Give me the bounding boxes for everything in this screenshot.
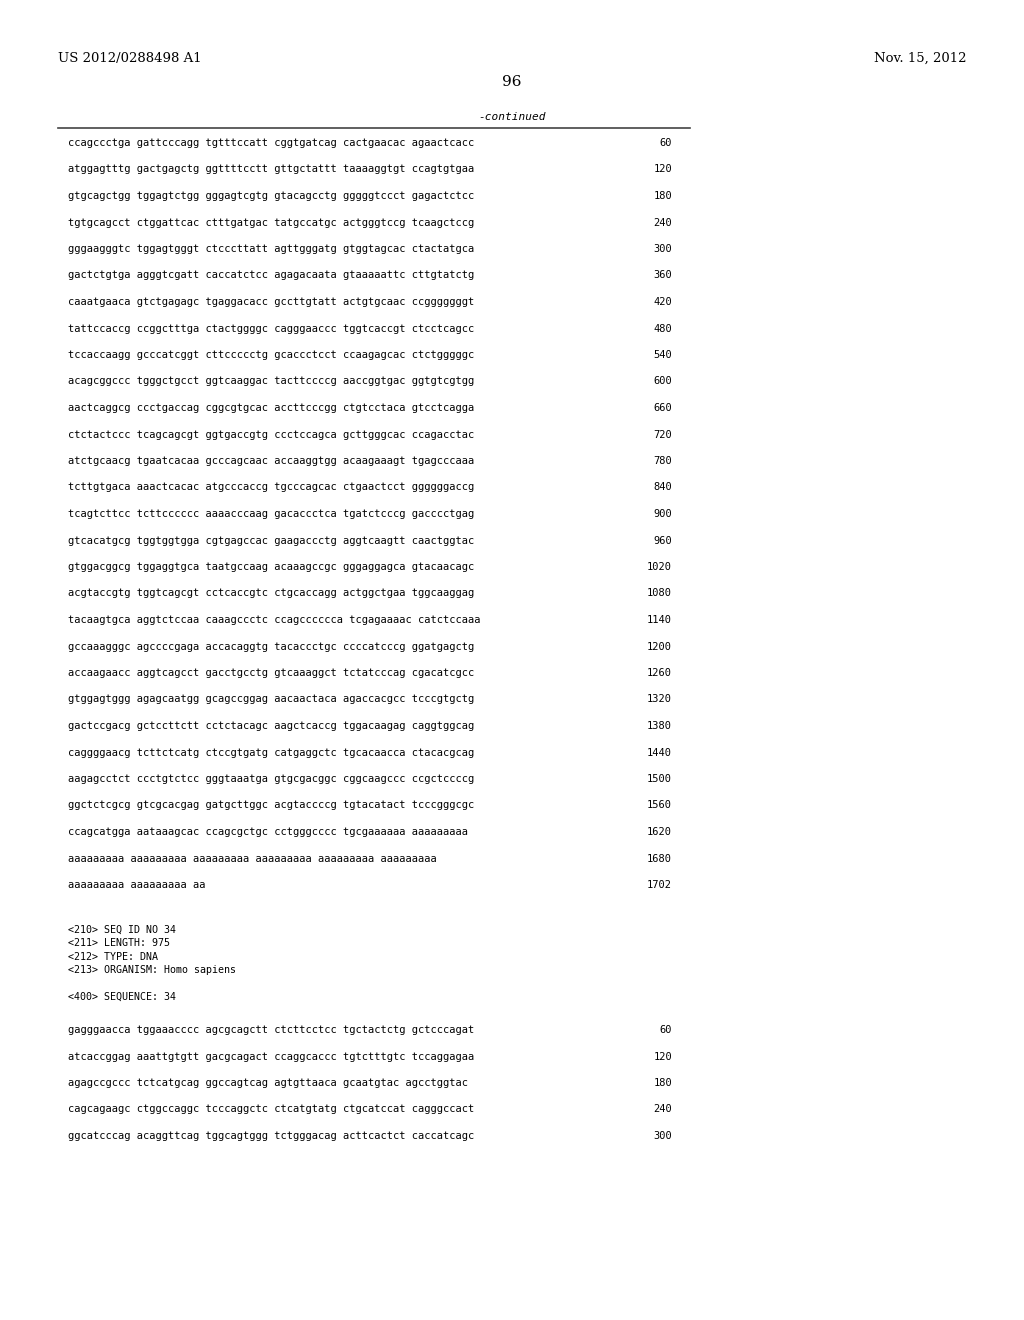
Text: acgtaccgtg tggtcagcgt cctcaccgtc ctgcaccagg actggctgaa tggcaaggag: acgtaccgtg tggtcagcgt cctcaccgtc ctgcacc…: [68, 589, 474, 598]
Text: 1020: 1020: [647, 562, 672, 572]
Text: 540: 540: [653, 350, 672, 360]
Text: ggcatcccag acaggttcag tggcagtggg tctgggacag acttcactct caccatcagc: ggcatcccag acaggttcag tggcagtggg tctggga…: [68, 1131, 474, 1140]
Text: <211> LENGTH: 975: <211> LENGTH: 975: [68, 939, 170, 948]
Text: 1080: 1080: [647, 589, 672, 598]
Text: aactcaggcg ccctgaccag cggcgtgcac accttcccgg ctgtcctaca gtcctcagga: aactcaggcg ccctgaccag cggcgtgcac accttcc…: [68, 403, 474, 413]
Text: tacaagtgca aggtctccaa caaagccctc ccagcccccca tcgagaaaac catctccaaa: tacaagtgca aggtctccaa caaagccctc ccagccc…: [68, 615, 480, 624]
Text: tcttgtgaca aaactcacac atgcccaccg tgcccagcac ctgaactcct ggggggaccg: tcttgtgaca aaactcacac atgcccaccg tgcccag…: [68, 483, 474, 492]
Text: 660: 660: [653, 403, 672, 413]
Text: tattccaccg ccggctttga ctactggggc cagggaaccc tggtcaccgt ctcctcagcc: tattccaccg ccggctttga ctactggggc cagggaa…: [68, 323, 474, 334]
Text: <212> TYPE: DNA: <212> TYPE: DNA: [68, 952, 158, 961]
Text: tgtgcagcct ctggattcac ctttgatgac tatgccatgc actgggtccg tcaagctccg: tgtgcagcct ctggattcac ctttgatgac tatgcca…: [68, 218, 474, 227]
Text: <213> ORGANISM: Homo sapiens: <213> ORGANISM: Homo sapiens: [68, 965, 236, 975]
Text: 780: 780: [653, 455, 672, 466]
Text: 1140: 1140: [647, 615, 672, 624]
Text: 1500: 1500: [647, 774, 672, 784]
Text: 420: 420: [653, 297, 672, 308]
Text: ctctactccc tcagcagcgt ggtgaccgtg ccctccagca gcttgggcac ccagacctac: ctctactccc tcagcagcgt ggtgaccgtg ccctcca…: [68, 429, 474, 440]
Text: 900: 900: [653, 510, 672, 519]
Text: atggagtttg gactgagctg ggttttcctt gttgctattt taaaaggtgt ccagtgtgaa: atggagtttg gactgagctg ggttttcctt gttgcta…: [68, 165, 474, 174]
Text: 480: 480: [653, 323, 672, 334]
Text: 120: 120: [653, 165, 672, 174]
Text: <210> SEQ ID NO 34: <210> SEQ ID NO 34: [68, 924, 176, 935]
Text: <400> SEQUENCE: 34: <400> SEQUENCE: 34: [68, 993, 176, 1002]
Text: 96: 96: [502, 75, 522, 88]
Text: atctgcaacg tgaatcacaa gcccagcaac accaaggtgg acaagaaagt tgagcccaaa: atctgcaacg tgaatcacaa gcccagcaac accaagg…: [68, 455, 474, 466]
Text: gtggacggcg tggaggtgca taatgccaag acaaagccgc gggaggagca gtacaacagc: gtggacggcg tggaggtgca taatgccaag acaaagc…: [68, 562, 474, 572]
Text: -continued: -continued: [478, 112, 546, 121]
Text: tccaccaagg gcccatcggt cttccccctg gcaccctcct ccaagagcac ctctgggggc: tccaccaagg gcccatcggt cttccccctg gcaccct…: [68, 350, 474, 360]
Text: 360: 360: [653, 271, 672, 281]
Text: ccagccctga gattcccagg tgtttccatt cggtgatcag cactgaacac agaactcacc: ccagccctga gattcccagg tgtttccatt cggtgat…: [68, 139, 474, 148]
Text: 300: 300: [653, 244, 672, 253]
Text: 1620: 1620: [647, 828, 672, 837]
Text: 60: 60: [659, 139, 672, 148]
Text: US 2012/0288498 A1: US 2012/0288498 A1: [58, 51, 202, 65]
Text: gtgcagctgg tggagtctgg gggagtcgtg gtacagcctg gggggtccct gagactctcc: gtgcagctgg tggagtctgg gggagtcgtg gtacagc…: [68, 191, 474, 201]
Text: ccagcatgga aataaagcac ccagcgctgc cctgggcccc tgcgaaaaaa aaaaaaaaa: ccagcatgga aataaagcac ccagcgctgc cctgggc…: [68, 828, 468, 837]
Text: 1380: 1380: [647, 721, 672, 731]
Text: 300: 300: [653, 1131, 672, 1140]
Text: gtcacatgcg tggtggtgga cgtgagccac gaagaccctg aggtcaagtt caactggtac: gtcacatgcg tggtggtgga cgtgagccac gaagacc…: [68, 536, 474, 545]
Text: gactctgtga agggtcgatt caccatctcc agagacaata gtaaaaattc cttgtatctg: gactctgtga agggtcgatt caccatctcc agagaca…: [68, 271, 474, 281]
Text: atcaccggag aaattgtgtt gacgcagact ccaggcaccc tgtctttgtc tccaggagaa: atcaccggag aaattgtgtt gacgcagact ccaggca…: [68, 1052, 474, 1061]
Text: agagccgccc tctcatgcag ggccagtcag agtgttaaca gcaatgtac agcctggtac: agagccgccc tctcatgcag ggccagtcag agtgtta…: [68, 1078, 468, 1088]
Text: ggctctcgcg gtcgcacgag gatgcttggc acgtaccccg tgtacatact tcccgggcgc: ggctctcgcg gtcgcacgag gatgcttggc acgtacc…: [68, 800, 474, 810]
Text: 1440: 1440: [647, 747, 672, 758]
Text: 1320: 1320: [647, 694, 672, 705]
Text: 180: 180: [653, 1078, 672, 1088]
Text: 120: 120: [653, 1052, 672, 1061]
Text: 600: 600: [653, 376, 672, 387]
Text: accaagaacc aggtcagcct gacctgcctg gtcaaaggct tctatcccag cgacatcgcc: accaagaacc aggtcagcct gacctgcctg gtcaaag…: [68, 668, 474, 678]
Text: acagcggccc tgggctgcct ggtcaaggac tacttccccg aaccggtgac ggtgtcgtgg: acagcggccc tgggctgcct ggtcaaggac tacttcc…: [68, 376, 474, 387]
Text: tcagtcttcc tcttcccccc aaaacccaag gacaccctca tgatctcccg gacccctgag: tcagtcttcc tcttcccccc aaaacccaag gacaccc…: [68, 510, 474, 519]
Text: 240: 240: [653, 218, 672, 227]
Text: aaaaaaaaa aaaaaaaaa aaaaaaaaa aaaaaaaaa aaaaaaaaa aaaaaaaaa: aaaaaaaaa aaaaaaaaa aaaaaaaaa aaaaaaaaa …: [68, 854, 437, 863]
Text: Nov. 15, 2012: Nov. 15, 2012: [873, 51, 966, 65]
Text: 1680: 1680: [647, 854, 672, 863]
Text: aagagcctct ccctgtctcc gggtaaatga gtgcgacggc cggcaagccc ccgctccccg: aagagcctct ccctgtctcc gggtaaatga gtgcgac…: [68, 774, 474, 784]
Text: gggaagggtc tggagtgggt ctcccttatt agttgggatg gtggtagcac ctactatgca: gggaagggtc tggagtgggt ctcccttatt agttggg…: [68, 244, 474, 253]
Text: 1260: 1260: [647, 668, 672, 678]
Text: 720: 720: [653, 429, 672, 440]
Text: 840: 840: [653, 483, 672, 492]
Text: aaaaaaaaa aaaaaaaaa aa: aaaaaaaaa aaaaaaaaa aa: [68, 880, 206, 890]
Text: gactccgacg gctccttctt cctctacagc aagctcaccg tggacaagag caggtggcag: gactccgacg gctccttctt cctctacagc aagctca…: [68, 721, 474, 731]
Text: caggggaacg tcttctcatg ctccgtgatg catgaggctc tgcacaacca ctacacgcag: caggggaacg tcttctcatg ctccgtgatg catgagg…: [68, 747, 474, 758]
Text: caaatgaaca gtctgagagc tgaggacacc gccttgtatt actgtgcaac ccgggggggt: caaatgaaca gtctgagagc tgaggacacc gccttgt…: [68, 297, 474, 308]
Text: 1560: 1560: [647, 800, 672, 810]
Text: gtggagtggg agagcaatgg gcagccggag aacaactaca agaccacgcc tcccgtgctg: gtggagtggg agagcaatgg gcagccggag aacaact…: [68, 694, 474, 705]
Text: cagcagaagc ctggccaggc tcccaggctc ctcatgtatg ctgcatccat cagggccact: cagcagaagc ctggccaggc tcccaggctc ctcatgt…: [68, 1105, 474, 1114]
Text: 1702: 1702: [647, 880, 672, 890]
Text: 960: 960: [653, 536, 672, 545]
Text: 240: 240: [653, 1105, 672, 1114]
Text: gccaaagggc agccccgaga accacaggtg tacaccctgc ccccatcccg ggatgagctg: gccaaagggc agccccgaga accacaggtg tacaccc…: [68, 642, 474, 652]
Text: 1200: 1200: [647, 642, 672, 652]
Text: 180: 180: [653, 191, 672, 201]
Text: 60: 60: [659, 1026, 672, 1035]
Text: gagggaacca tggaaacccc agcgcagctt ctcttcctcc tgctactctg gctcccagat: gagggaacca tggaaacccc agcgcagctt ctcttcc…: [68, 1026, 474, 1035]
